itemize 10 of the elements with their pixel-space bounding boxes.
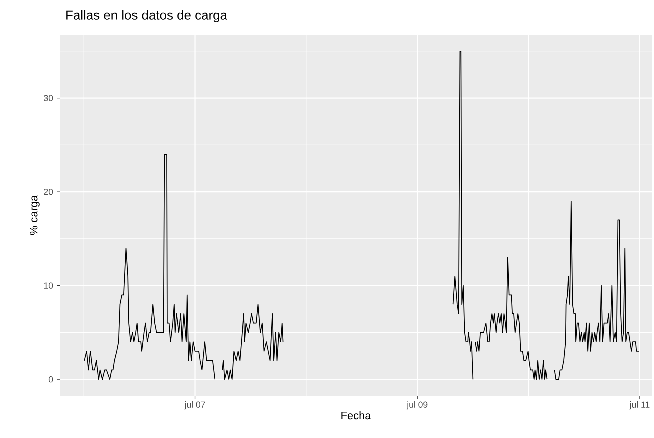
y-tick-label: 30 — [44, 95, 54, 102]
y-tick-label: 0 — [48, 376, 54, 383]
x-tick-label: jul 07 — [184, 402, 206, 410]
y-tick-label: 20 — [44, 188, 54, 196]
x-axis-title: Fecha — [342, 412, 372, 420]
y-axis-title: % carga — [30, 195, 40, 236]
x-tick-label: jul 11 — [630, 402, 650, 410]
x-tick-label: jul 09 — [406, 402, 428, 410]
y-tick-label: 10 — [44, 282, 54, 289]
chart-title: Fallas en los datos de carga — [66, 10, 228, 22]
